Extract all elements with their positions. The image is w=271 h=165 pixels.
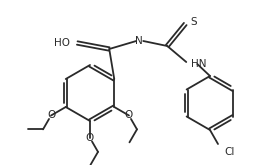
Text: O: O — [125, 111, 133, 120]
Text: O: O — [86, 133, 94, 143]
Text: N: N — [136, 36, 143, 46]
Text: HO: HO — [54, 38, 70, 48]
Text: O: O — [47, 111, 55, 120]
Text: S: S — [190, 17, 197, 27]
Text: HN: HN — [191, 59, 207, 69]
Text: Cl: Cl — [224, 147, 234, 157]
